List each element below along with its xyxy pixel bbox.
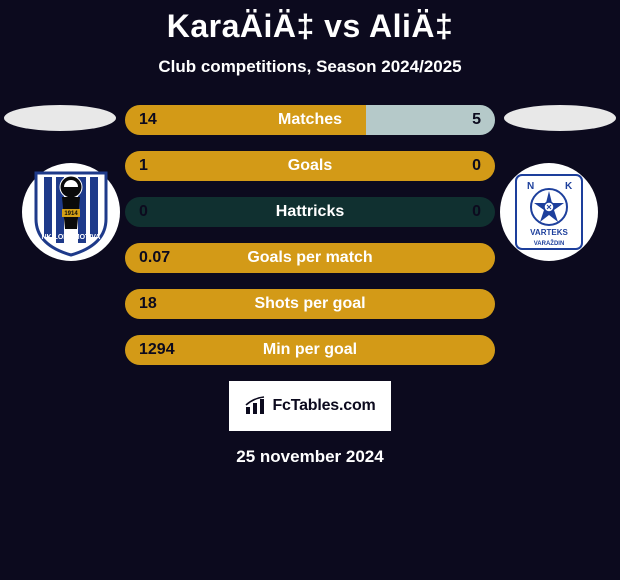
stat-value-left: 0 xyxy=(139,203,148,221)
stat-value-left: 14 xyxy=(139,111,157,129)
stat-row: Shots per goal18 xyxy=(125,289,495,319)
comparison-infographic: KaraÄiÄ‡ vs AliÄ‡ Club competitions, Sea… xyxy=(0,0,620,580)
svg-text:NK LOKOMOTIVA: NK LOKOMOTIVA xyxy=(42,234,101,241)
svg-text:1914: 1914 xyxy=(64,211,78,217)
page-title: KaraÄiÄ‡ vs AliÄ‡ xyxy=(0,0,620,45)
stat-row: Min per goal1294 xyxy=(125,335,495,365)
stat-row: Hattricks 0 0 xyxy=(125,197,495,227)
bar-fill-left xyxy=(125,243,495,273)
content-area: 1914 NK LOKOMOTIVA N K VARTEKS VARAŽDIN … xyxy=(0,105,620,365)
svg-text:VARTEKS: VARTEKS xyxy=(530,228,568,237)
stat-label: Hattricks xyxy=(276,203,344,221)
stat-value-right: 0 xyxy=(472,157,481,175)
stat-row: Matches145 xyxy=(125,105,495,135)
club-logo-left: 1914 NK LOKOMOTIVA xyxy=(22,163,120,261)
player-ellipse-right xyxy=(504,105,616,131)
stat-value-left: 18 xyxy=(139,295,157,313)
svg-text:K: K xyxy=(565,181,573,192)
stat-value-right: 5 xyxy=(472,111,481,129)
bar-fill-left xyxy=(125,335,495,365)
club-logo-right: N K VARTEKS VARAŽDIN xyxy=(500,163,598,261)
stat-row: Goals per match0.07 xyxy=(125,243,495,273)
subtitle: Club competitions, Season 2024/2025 xyxy=(0,57,620,77)
footer-logo-text: FcTables.com xyxy=(272,397,375,415)
fctables-chart-icon xyxy=(244,396,266,416)
bar-fill-left xyxy=(125,289,495,319)
stat-value-left: 1 xyxy=(139,157,148,175)
lokomotiva-badge-icon: 1914 NK LOKOMOTIVA xyxy=(32,167,110,257)
player-ellipse-left xyxy=(4,105,116,131)
stat-row: Goals10 xyxy=(125,151,495,181)
stat-value-left: 1294 xyxy=(139,341,175,359)
date-label: 25 november 2024 xyxy=(0,447,620,467)
svg-text:N: N xyxy=(527,181,534,192)
stat-value-right: 0 xyxy=(472,203,481,221)
stat-value-left: 0.07 xyxy=(139,249,170,267)
varteks-badge-icon: N K VARTEKS VARAŽDIN xyxy=(510,167,588,257)
bar-fill-left xyxy=(125,105,366,135)
svg-text:VARAŽDIN: VARAŽDIN xyxy=(534,239,565,247)
stat-bars: Matches145Goals10Hattricks00Goals per ma… xyxy=(125,105,495,365)
footer-logo-box: FcTables.com xyxy=(227,379,393,433)
bar-fill-left xyxy=(125,151,495,181)
